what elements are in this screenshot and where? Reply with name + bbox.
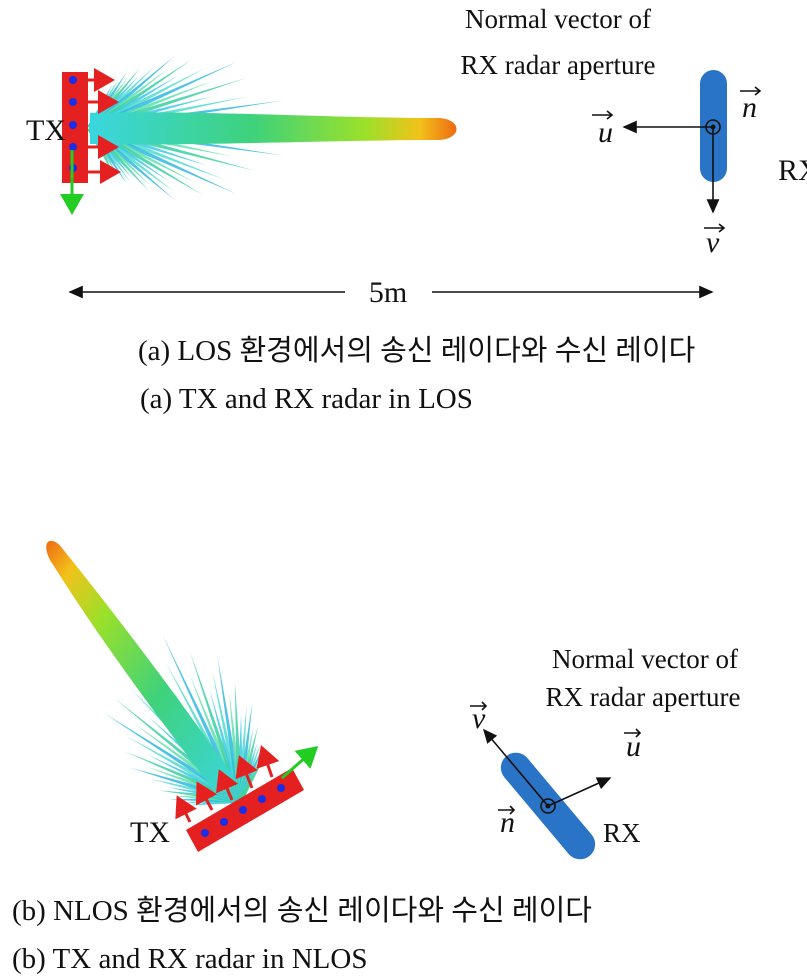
rx-label: RX bbox=[778, 154, 807, 187]
tx-elements bbox=[201, 784, 285, 837]
tx-label: TX bbox=[130, 816, 170, 849]
aperture-label: RX radar aperture bbox=[461, 50, 656, 80]
caption: (b) NLOS 환경에서의 송신 레이다와 수신 레이다 bbox=[12, 895, 592, 927]
v-vector bbox=[482, 728, 549, 807]
vector-label: u bbox=[626, 730, 641, 763]
aperture-label: RX radar aperture bbox=[546, 682, 741, 712]
vector-arrow bbox=[704, 223, 726, 233]
caption: (b) TX and RX radar in NLOS bbox=[12, 943, 367, 975]
caption: (a) LOS 환경에서의 송신 레이다와 수신 레이다 bbox=[138, 335, 695, 367]
vector-arrow bbox=[740, 86, 762, 96]
lobe-spike bbox=[146, 766, 242, 803]
aperture-label: Normal vector of bbox=[465, 4, 651, 34]
vector-label: n bbox=[500, 806, 515, 839]
vector-label: v bbox=[706, 226, 720, 259]
vector-arrow bbox=[592, 110, 614, 120]
main-lobe bbox=[90, 112, 457, 145]
vector-arrow bbox=[470, 701, 488, 711]
n-vector-dot bbox=[710, 124, 716, 130]
lobe-spike bbox=[150, 778, 241, 803]
n-vector-dot bbox=[545, 803, 551, 809]
vector-arrow bbox=[498, 805, 516, 815]
u-vector bbox=[547, 777, 612, 807]
vector-label: v bbox=[472, 702, 486, 735]
caption: (a) TX and RX radar in LOS bbox=[140, 383, 473, 415]
n-vector bbox=[540, 798, 556, 814]
rx-label: RX bbox=[603, 818, 641, 848]
tx-arrows bbox=[175, 745, 280, 823]
n-vector bbox=[705, 119, 721, 135]
aperture-label: Normal vector of bbox=[552, 644, 738, 674]
main-lobe bbox=[46, 540, 236, 792]
tx-axis bbox=[281, 746, 319, 780]
distance-label: 5m bbox=[369, 276, 407, 309]
tx-arrows bbox=[88, 68, 121, 184]
vector-label: n bbox=[742, 91, 757, 124]
vector-arrow bbox=[624, 728, 642, 738]
tx-label: TX bbox=[26, 114, 66, 147]
vector-label: u bbox=[598, 116, 613, 149]
